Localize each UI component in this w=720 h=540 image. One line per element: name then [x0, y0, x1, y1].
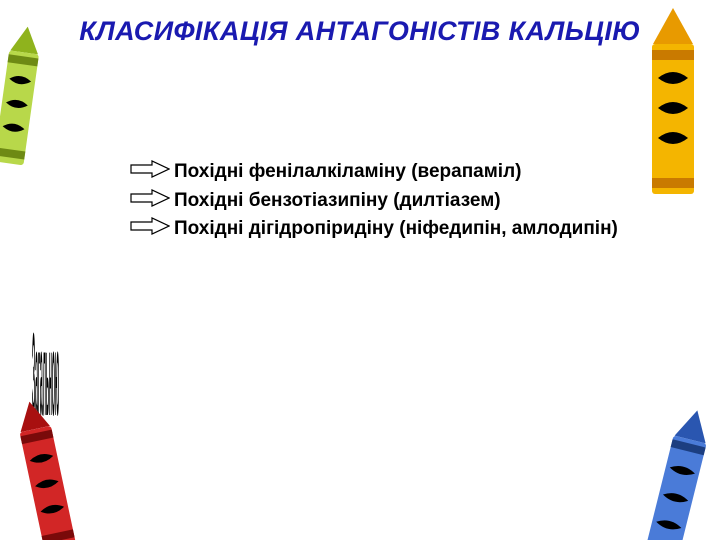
list-item: Похідні фенілалкіламіну (верапаміл): [130, 160, 650, 185]
arrow-icon: [130, 160, 174, 178]
list-item: Похідні дігідропіридіну (ніфедипін, амло…: [130, 217, 650, 242]
list-item-label: Похідні фенілалкіламіну (верапаміл): [174, 160, 650, 185]
list-item: Похідні бензотіазипіну (дилтіазем): [130, 189, 650, 214]
arrow-icon: [130, 217, 174, 235]
list-item-label: Похідні бензотіазипіну (дилтіазем): [174, 189, 650, 214]
crayon-icon: [638, 8, 708, 198]
arrow-icon: [130, 189, 174, 207]
list-item-label: Похідні дігідропіридіну (ніфедипін, амло…: [174, 217, 650, 242]
crayon-icon: [0, 23, 52, 168]
classification-list: Похідні фенілалкіламіну (верапаміл) Похі…: [130, 160, 650, 246]
bottom-text-block: Загальною властивістю антагоністів кальц…: [32, 320, 688, 430]
slide-title: КЛАСИФІКАЦІЯ АНТАГОНІСТІВ КАЛЬЦІЮ: [0, 16, 720, 47]
